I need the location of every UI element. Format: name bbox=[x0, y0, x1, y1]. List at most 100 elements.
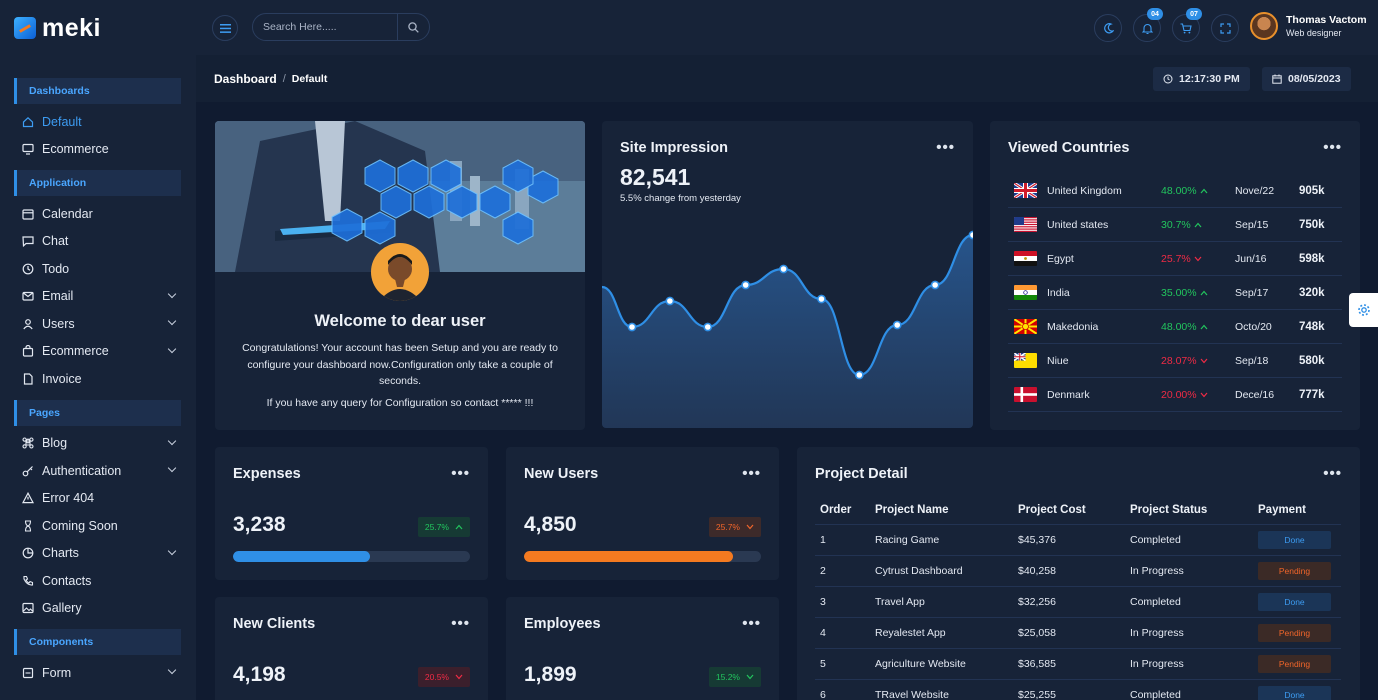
chevron-down-icon bbox=[743, 672, 754, 682]
sidebar: meki Dashboards Default Ecommerce Applicati… bbox=[0, 0, 196, 700]
search-input[interactable] bbox=[253, 21, 397, 33]
sidebar-item-label: Users bbox=[42, 316, 75, 331]
notifications-button[interactable]: 04 bbox=[1133, 8, 1163, 42]
flag-us-icon bbox=[1014, 217, 1037, 232]
stat-change-value: 20.5% bbox=[424, 672, 449, 682]
chart-point bbox=[817, 294, 826, 304]
chart-point bbox=[627, 322, 637, 332]
settings-panel-toggle[interactable] bbox=[1349, 293, 1378, 327]
user-avatar bbox=[1250, 12, 1278, 40]
more-options-icon[interactable]: ••• bbox=[1323, 465, 1342, 482]
payment-status-badge[interactable]: Pending bbox=[1258, 655, 1331, 673]
payment-status-badge[interactable]: Done bbox=[1258, 686, 1331, 700]
sidebar-item-authentication[interactable]: Authentication bbox=[14, 457, 181, 485]
sidebar-item-default[interactable]: Default bbox=[14, 108, 181, 136]
business-hexagon-illustration bbox=[215, 121, 585, 272]
sidebar-item-chat[interactable]: Chat bbox=[14, 228, 181, 256]
more-options-icon[interactable]: ••• bbox=[451, 615, 470, 632]
country-name: Makedonia bbox=[1047, 320, 1099, 333]
user-profile[interactable]: Thomas Vactom Web designer bbox=[1250, 12, 1367, 40]
dark-mode-button[interactable] bbox=[1094, 14, 1122, 42]
sidebar-item-coming-soon[interactable]: Coming Soon bbox=[14, 512, 181, 540]
sidebar-item-charts[interactable]: Charts bbox=[14, 540, 181, 568]
impression-area bbox=[602, 235, 973, 428]
sidebar-item-ecommerce[interactable]: Ecommerce bbox=[14, 136, 181, 164]
list-item: India 35.00% Sep/17 320k bbox=[1008, 276, 1342, 310]
search-button[interactable] bbox=[397, 14, 429, 40]
more-options-icon[interactable]: ••• bbox=[742, 615, 761, 632]
project-name-cell: Travel App bbox=[875, 596, 925, 608]
project-table: Order Project Name Project Cost Project Sta… bbox=[815, 495, 1341, 700]
payment-status-badge[interactable]: Pending bbox=[1258, 624, 1331, 642]
more-options-icon[interactable]: ••• bbox=[936, 139, 955, 156]
sidebar-item-error-404[interactable]: Error 404 bbox=[14, 485, 181, 513]
country-name: United Kingdom bbox=[1047, 184, 1122, 197]
country-date: Octo/20 bbox=[1235, 320, 1272, 333]
chevron-down-icon bbox=[167, 665, 177, 675]
list-item: Makedonia 48.00% Octo/20 748k bbox=[1008, 310, 1342, 344]
hamburger-icon bbox=[219, 23, 231, 33]
country-change: 28.07% bbox=[1161, 355, 1235, 367]
country-change: 25.7% bbox=[1161, 253, 1235, 265]
sidebar-item-users[interactable]: Users bbox=[14, 310, 181, 338]
sidebar-item-blog[interactable]: Blog bbox=[14, 430, 181, 458]
sidebar-item-label: Blog bbox=[42, 436, 68, 451]
country-views: 905k bbox=[1299, 184, 1325, 197]
payment-status-badge[interactable]: Done bbox=[1258, 593, 1331, 611]
order-cell: 5 bbox=[820, 658, 826, 670]
site-impression-value: 82,541 bbox=[620, 164, 691, 190]
project-cost-cell: $40,258 bbox=[1018, 565, 1056, 577]
sidebar-item-invoice[interactable]: Invoice bbox=[14, 365, 181, 393]
site-impression-title: Site Impression bbox=[620, 140, 728, 156]
sidebar-item-label: Invoice bbox=[42, 371, 82, 386]
brand-logo[interactable]: meki bbox=[14, 14, 101, 42]
fullscreen-icon bbox=[1219, 22, 1231, 34]
sidebar-item-todo[interactable]: Todo bbox=[14, 255, 181, 283]
command-icon bbox=[21, 437, 34, 450]
user-name: Thomas Vactom bbox=[1286, 14, 1367, 26]
country-name: India bbox=[1047, 286, 1070, 299]
sidebar-item-label: Authentication bbox=[42, 463, 122, 478]
stat-change-badge: 15.2% bbox=[708, 667, 761, 687]
breadcrumb-root[interactable]: Dashboard bbox=[214, 72, 277, 86]
employees-card: Employees ••• 1,899 15.2% bbox=[506, 597, 779, 700]
logo-icon bbox=[14, 17, 36, 39]
payment-status-badge[interactable]: Done bbox=[1258, 531, 1331, 549]
chart-point bbox=[703, 322, 713, 332]
more-options-icon[interactable]: ••• bbox=[451, 465, 470, 482]
more-options-icon[interactable]: ••• bbox=[1323, 139, 1342, 156]
stat-value: 4,198 bbox=[233, 663, 286, 686]
project-name-cell: Agriculture Website bbox=[875, 658, 966, 670]
flag-mk-icon bbox=[1014, 319, 1037, 334]
stat-progress-bar bbox=[233, 551, 470, 562]
column-header: Project Name bbox=[875, 503, 949, 516]
breadcrumb-separator: / bbox=[282, 73, 286, 85]
sidebar-item-gallery[interactable]: Gallery bbox=[14, 595, 181, 623]
country-date: Sep/17 bbox=[1235, 286, 1269, 299]
stat-change-value: 15.2% bbox=[715, 672, 740, 682]
column-header: Project Cost bbox=[1018, 503, 1086, 516]
sidebar-item-email[interactable]: Email bbox=[14, 283, 181, 311]
sidebar-item-ecommerce[interactable]: Ecommerce bbox=[14, 338, 181, 366]
menu-toggle-button[interactable] bbox=[212, 15, 238, 41]
flag-uk-icon bbox=[1014, 183, 1037, 198]
payment-status-badge[interactable]: Pending bbox=[1258, 562, 1331, 580]
nav-section-dashboards: Dashboards bbox=[14, 78, 181, 104]
more-options-icon[interactable]: ••• bbox=[742, 465, 761, 482]
sidebar-item-form[interactable]: Form bbox=[14, 659, 181, 687]
breadcrumb: Dashboard / Default bbox=[214, 72, 327, 86]
search-icon bbox=[408, 21, 419, 33]
country-change-value: 25.7% bbox=[1161, 252, 1191, 265]
fullscreen-button[interactable] bbox=[1211, 14, 1239, 42]
cart-button[interactable]: 07 bbox=[1172, 8, 1202, 42]
phone-icon bbox=[21, 574, 34, 587]
sidebar-item-contacts[interactable]: Contacts bbox=[14, 567, 181, 595]
sidebar-item-calendar[interactable]: Calendar bbox=[14, 200, 181, 228]
chart-point bbox=[665, 296, 675, 306]
country-change-value: 20.00% bbox=[1161, 388, 1197, 401]
chart-point bbox=[892, 320, 902, 330]
country-date: Dece/16 bbox=[1235, 388, 1275, 401]
project-status-cell: Completed bbox=[1130, 689, 1181, 700]
order-cell: 1 bbox=[820, 534, 826, 546]
country-change: 35.00% bbox=[1161, 287, 1235, 299]
